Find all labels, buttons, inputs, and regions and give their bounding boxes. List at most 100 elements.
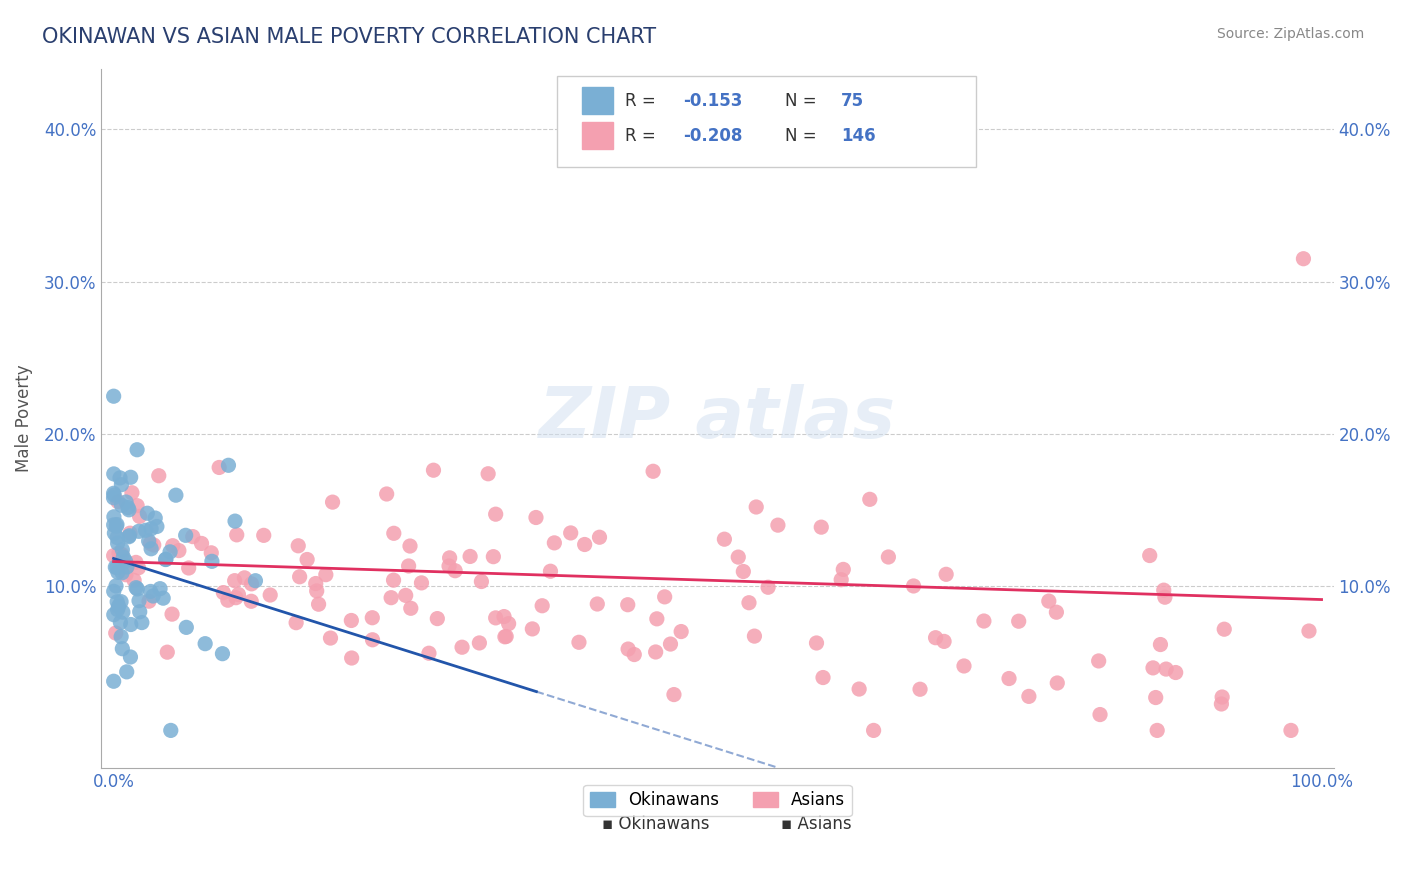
Okinawans bbox=[115, 495, 138, 509]
Okinawans bbox=[103, 526, 125, 541]
Asians bbox=[495, 629, 517, 643]
Asians bbox=[308, 597, 330, 611]
Asians bbox=[177, 561, 200, 575]
Okinawans bbox=[107, 566, 129, 580]
Asians bbox=[295, 552, 318, 566]
Okinawans bbox=[143, 511, 166, 525]
Okinawans bbox=[139, 522, 162, 536]
Asians bbox=[437, 559, 460, 574]
Okinawans bbox=[146, 519, 169, 533]
Text: 146: 146 bbox=[841, 127, 876, 145]
Asians bbox=[128, 561, 150, 575]
Asians bbox=[127, 499, 149, 513]
Asians bbox=[160, 607, 183, 621]
Okinawans bbox=[149, 582, 172, 596]
Asians bbox=[125, 555, 148, 569]
Asians bbox=[531, 599, 554, 613]
Okinawans bbox=[159, 545, 181, 559]
Asians bbox=[108, 546, 131, 560]
Okinawans bbox=[194, 637, 217, 651]
Asians bbox=[1153, 583, 1175, 598]
Asians bbox=[142, 538, 165, 552]
Okinawans bbox=[112, 550, 135, 565]
Asians bbox=[643, 464, 665, 478]
Okinawans bbox=[110, 498, 132, 512]
Asians bbox=[156, 645, 179, 659]
Asians bbox=[121, 485, 143, 500]
Asians bbox=[806, 636, 828, 650]
Asians bbox=[439, 550, 461, 565]
Okinawans bbox=[110, 477, 132, 491]
Okinawans bbox=[103, 674, 125, 689]
Asians bbox=[217, 593, 239, 607]
Asians bbox=[190, 536, 212, 550]
Asians bbox=[669, 624, 692, 639]
Asians bbox=[305, 583, 328, 598]
Okinawans bbox=[107, 536, 129, 550]
Okinawans bbox=[104, 560, 127, 574]
Asians bbox=[498, 616, 520, 631]
Asians bbox=[766, 518, 789, 533]
Asians bbox=[932, 634, 955, 648]
Asians bbox=[361, 632, 384, 647]
Okinawans bbox=[103, 584, 125, 599]
Asians bbox=[1008, 614, 1031, 628]
Text: ▪ Okinawans: ▪ Okinawans bbox=[602, 815, 710, 833]
Asians bbox=[524, 510, 547, 524]
Okinawans bbox=[110, 615, 132, 630]
Asians bbox=[1144, 690, 1167, 705]
Asians bbox=[103, 549, 125, 563]
Asians bbox=[104, 626, 127, 640]
Asians bbox=[1018, 690, 1040, 704]
Asians bbox=[139, 536, 162, 550]
Asians bbox=[1038, 594, 1060, 608]
Asians bbox=[1211, 697, 1233, 711]
Asians bbox=[422, 463, 444, 477]
Okinawans bbox=[111, 641, 134, 656]
Asians bbox=[645, 612, 668, 626]
Asians bbox=[118, 526, 141, 541]
Okinawans bbox=[117, 500, 139, 515]
Asians bbox=[903, 579, 925, 593]
Okinawans bbox=[118, 530, 141, 544]
Asians bbox=[744, 629, 766, 643]
Asians bbox=[382, 573, 405, 587]
Asians bbox=[859, 492, 882, 507]
Asians bbox=[1046, 676, 1069, 690]
Asians bbox=[1088, 707, 1111, 722]
Okinawans bbox=[115, 560, 138, 574]
Asians bbox=[588, 530, 610, 544]
Asians bbox=[494, 630, 516, 644]
Asians bbox=[1087, 654, 1109, 668]
Asians bbox=[586, 597, 609, 611]
Asians bbox=[259, 588, 281, 602]
Okinawans bbox=[118, 503, 141, 517]
Text: N =: N = bbox=[786, 92, 823, 110]
Okinawans bbox=[128, 524, 150, 539]
Okinawans bbox=[103, 607, 125, 622]
Asians bbox=[560, 525, 582, 540]
Asians bbox=[485, 611, 508, 625]
Okinawans bbox=[139, 584, 162, 599]
Okinawans bbox=[105, 579, 128, 593]
Asians bbox=[1154, 662, 1177, 676]
Asians bbox=[340, 614, 363, 628]
Asians bbox=[1164, 665, 1187, 680]
Asians bbox=[399, 601, 422, 615]
Asians bbox=[122, 574, 145, 588]
Okinawans bbox=[105, 517, 128, 532]
Asians bbox=[240, 594, 263, 608]
Asians bbox=[543, 536, 565, 550]
Asians bbox=[862, 723, 884, 738]
Okinawans bbox=[176, 620, 198, 634]
Okinawans bbox=[103, 517, 125, 532]
Asians bbox=[240, 577, 263, 591]
Asians bbox=[973, 614, 995, 628]
Asians bbox=[1211, 690, 1233, 704]
Text: ZIP atlas: ZIP atlas bbox=[538, 384, 896, 453]
Asians bbox=[935, 567, 957, 582]
Asians bbox=[1146, 723, 1168, 738]
Okinawans bbox=[105, 519, 128, 533]
Asians bbox=[1292, 252, 1315, 266]
Text: ▪ Asians: ▪ Asians bbox=[780, 815, 852, 833]
